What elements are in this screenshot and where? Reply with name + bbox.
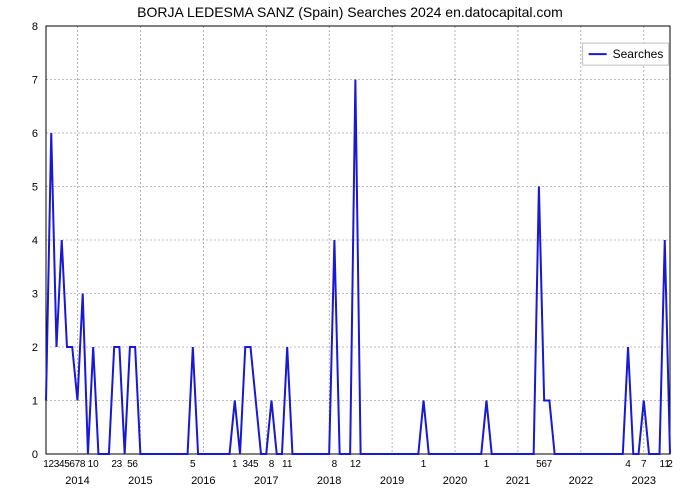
x-year-label: 2017 — [254, 475, 278, 487]
x-minor-label: 10 — [88, 459, 100, 470]
x-minor-label: 1 — [421, 459, 427, 470]
x-minor-label: 6 — [132, 459, 138, 470]
x-minor-label: 7 — [547, 459, 553, 470]
y-tick-label: 6 — [32, 128, 38, 140]
y-tick-label: 5 — [32, 182, 38, 194]
x-minor-label: 7 — [641, 459, 647, 470]
x-year-label: 2015 — [128, 475, 152, 487]
y-tick-label: 2 — [32, 342, 38, 354]
chart-svg: 0123456782014201520162017201820192020202… — [0, 0, 700, 500]
series-line — [46, 80, 670, 455]
y-tick-label: 1 — [32, 396, 38, 408]
y-tick-label: 0 — [32, 449, 38, 461]
x-minor-label: 3 — [117, 459, 123, 470]
x-minor-label: 8 — [269, 459, 275, 470]
x-minor-label: 8 — [332, 459, 338, 470]
x-year-label: 2021 — [506, 475, 530, 487]
x-minor-label: 4 — [625, 459, 631, 470]
x-minor-label: 5 — [253, 459, 259, 470]
y-tick-label: 3 — [32, 289, 38, 301]
x-year-label: 2014 — [65, 475, 89, 487]
y-tick-label: 4 — [32, 235, 38, 247]
x-year-label: 2022 — [569, 475, 593, 487]
x-year-label: 2020 — [443, 475, 467, 487]
x-year-label: 2023 — [632, 475, 656, 487]
x-minor-label: 2 — [667, 459, 673, 470]
x-minor-label: 11 — [282, 459, 293, 470]
x-year-label: 2018 — [317, 475, 341, 487]
y-tick-label: 7 — [32, 75, 38, 87]
y-tick-label: 8 — [32, 21, 38, 33]
x-year-label: 2016 — [191, 475, 215, 487]
x-year-label: 2019 — [380, 475, 404, 487]
x-minor-label: 1 — [232, 459, 238, 470]
legend-label: Searches — [613, 47, 664, 61]
x-minor-label: 8 — [80, 459, 86, 470]
x-minor-label: 12 — [350, 459, 362, 470]
x-minor-label: 5 — [190, 459, 196, 470]
x-minor-label: 1 — [484, 459, 490, 470]
